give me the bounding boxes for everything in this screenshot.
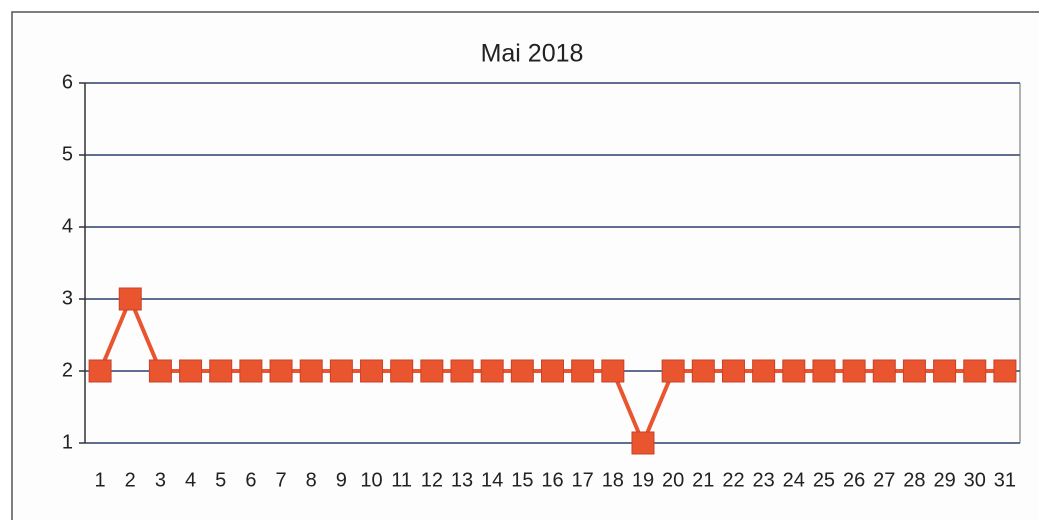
marker xyxy=(902,359,926,383)
x-tick-label: 28 xyxy=(903,469,925,491)
x-tick-label: 26 xyxy=(843,469,865,491)
x-tick-label: 19 xyxy=(632,469,654,491)
marker xyxy=(872,359,896,383)
x-tick-label: 10 xyxy=(360,469,382,491)
marker xyxy=(239,359,263,383)
x-tick-label: 4 xyxy=(185,469,196,491)
x-tick-label: 8 xyxy=(306,469,317,491)
x-tick-label: 16 xyxy=(541,469,563,491)
marker xyxy=(752,359,776,383)
marker xyxy=(329,359,353,383)
x-tick-label: 25 xyxy=(813,469,835,491)
x-tick-label: 20 xyxy=(662,469,684,491)
marker xyxy=(450,359,474,383)
y-tick-label: 5 xyxy=(62,143,73,165)
x-tick-label: 9 xyxy=(336,469,347,491)
x-tick-label: 3 xyxy=(155,469,166,491)
x-tick-label: 12 xyxy=(421,469,443,491)
x-tick-label: 27 xyxy=(873,469,895,491)
y-tick-label: 2 xyxy=(62,359,73,381)
marker xyxy=(360,359,384,383)
y-tick-label: 1 xyxy=(62,431,73,453)
marker xyxy=(661,359,685,383)
x-tick-label: 31 xyxy=(994,469,1016,491)
marker xyxy=(148,359,172,383)
x-tick-label: 13 xyxy=(451,469,473,491)
x-tick-label: 24 xyxy=(783,469,805,491)
x-tick-label: 5 xyxy=(215,469,226,491)
marker xyxy=(299,359,323,383)
x-tick-label: 14 xyxy=(481,469,503,491)
marker xyxy=(933,359,957,383)
y-tick-label: 3 xyxy=(62,287,73,309)
x-tick-label: 23 xyxy=(753,469,775,491)
marker xyxy=(269,359,293,383)
marker xyxy=(721,359,745,383)
marker xyxy=(209,359,233,383)
x-tick-label: 7 xyxy=(275,469,286,491)
marker xyxy=(842,359,866,383)
marker xyxy=(631,431,655,455)
marker xyxy=(541,359,564,383)
x-tick-label: 18 xyxy=(602,469,624,491)
x-tick-label: 21 xyxy=(692,469,714,491)
x-tick-label: 15 xyxy=(511,469,533,491)
marker xyxy=(571,359,595,383)
chart-frame xyxy=(11,11,1039,520)
marker xyxy=(782,359,806,383)
x-tick-label: 11 xyxy=(391,469,412,491)
marker xyxy=(390,359,414,383)
marker xyxy=(812,359,836,383)
y-tick-label: 6 xyxy=(62,71,73,93)
chart-title: Mai 2018 xyxy=(481,40,584,68)
y-tick-label: 4 xyxy=(62,215,73,237)
marker xyxy=(179,359,203,383)
marker xyxy=(480,359,504,383)
marker xyxy=(118,287,142,311)
marker xyxy=(691,359,715,383)
x-tick-label: 2 xyxy=(125,469,136,491)
x-tick-label: 29 xyxy=(933,469,955,491)
marker xyxy=(601,359,625,383)
x-tick-label: 22 xyxy=(722,469,744,491)
marker xyxy=(963,359,987,383)
x-tick-label: 17 xyxy=(572,469,594,491)
marker xyxy=(993,359,1017,383)
marker xyxy=(510,359,534,383)
marker xyxy=(88,359,112,383)
x-tick-label: 1 xyxy=(95,469,106,491)
marker xyxy=(420,359,444,383)
x-tick-label: 30 xyxy=(964,469,986,491)
x-tick-label: 6 xyxy=(245,469,256,491)
